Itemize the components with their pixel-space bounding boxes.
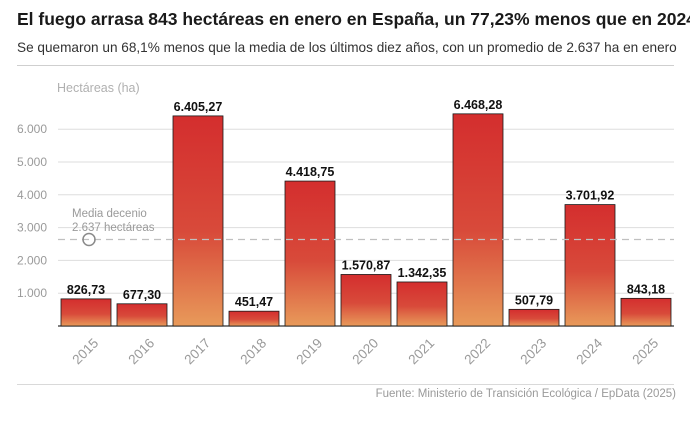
chart-subtitle: Se quemaron un 68,1% menos que la media … — [17, 40, 677, 55]
bar — [172, 115, 224, 327]
x-tick-label: 2016 — [125, 335, 157, 367]
x-tick-label: 2022 — [461, 335, 493, 367]
y-tick-label: 1.000 — [17, 286, 47, 300]
source-note: Fuente: Ministerio de Transición Ecológi… — [375, 388, 676, 400]
bar-chart: Hectáreas (ha) 1.000 2.000 3.000 4.000 5.000… — [17, 81, 674, 367]
bar — [284, 180, 336, 327]
footer-divider — [17, 384, 674, 385]
y-tick-label: 6.000 — [17, 122, 47, 136]
x-tick-label: 2025 — [629, 335, 661, 367]
reference-label-line1: Media decenio — [72, 208, 147, 220]
x-axis-labels: 2015 2016 2017 2018 2019 2020 2021 2022 2023 2024… — [69, 335, 661, 367]
reference-marker-icon — [82, 232, 96, 247]
x-tick-label: 2017 — [181, 335, 213, 367]
y-tick-label: 2.000 — [17, 253, 47, 267]
y-tick-label: 5.000 — [17, 155, 47, 169]
bar — [452, 113, 504, 327]
bar-value-label: 1.570,87 — [342, 258, 391, 272]
bar-value-label: 826,73 — [67, 283, 105, 297]
bar — [508, 308, 560, 327]
bar-value-label: 677,30 — [123, 288, 161, 302]
bar-value-label: 6.405,27 — [174, 100, 223, 114]
y-axis-ticks: 1.000 2.000 3.000 4.000 5.000 6.000 — [17, 122, 47, 300]
bar — [228, 310, 280, 327]
bar — [620, 297, 672, 327]
x-tick-label: 2021 — [405, 335, 437, 367]
bars — [60, 113, 672, 327]
bar-value-label: 1.342,35 — [398, 266, 447, 280]
x-tick-label: 2015 — [69, 335, 101, 367]
y-tick-label: 3.000 — [17, 221, 47, 235]
x-tick-label: 2023 — [517, 335, 549, 367]
y-tick-label: 4.000 — [17, 188, 47, 202]
bar — [340, 274, 392, 327]
reference-layer: Media decenio 2.637 hectáreas — [58, 208, 674, 247]
bar-value-label: 451,47 — [235, 295, 273, 309]
bar-value-label: 3.701,92 — [566, 189, 615, 203]
bar — [564, 204, 616, 327]
bar — [60, 298, 112, 327]
value-labels: 826,73 677,30 6.405,27 451,47 4.418,75 1.570,… — [67, 98, 665, 309]
bar — [116, 303, 168, 327]
y-axis-label: Hectáreas (ha) — [57, 81, 140, 95]
bar — [396, 281, 448, 327]
x-tick-label: 2024 — [573, 335, 605, 367]
x-tick-label: 2018 — [237, 335, 269, 367]
bar-value-label: 6.468,28 — [454, 98, 503, 112]
bar-value-label: 4.418,75 — [286, 165, 335, 179]
x-tick-label: 2019 — [293, 335, 325, 367]
header-divider — [17, 65, 674, 66]
x-tick-label: 2020 — [349, 335, 381, 367]
reference-label-line2: 2.637 hectáreas — [72, 222, 155, 234]
bar-value-label: 507,79 — [515, 293, 553, 307]
bar-value-label: 843,18 — [627, 282, 665, 296]
chart-title: El fuego arrasa 843 hectáreas en enero e… — [17, 9, 690, 29]
